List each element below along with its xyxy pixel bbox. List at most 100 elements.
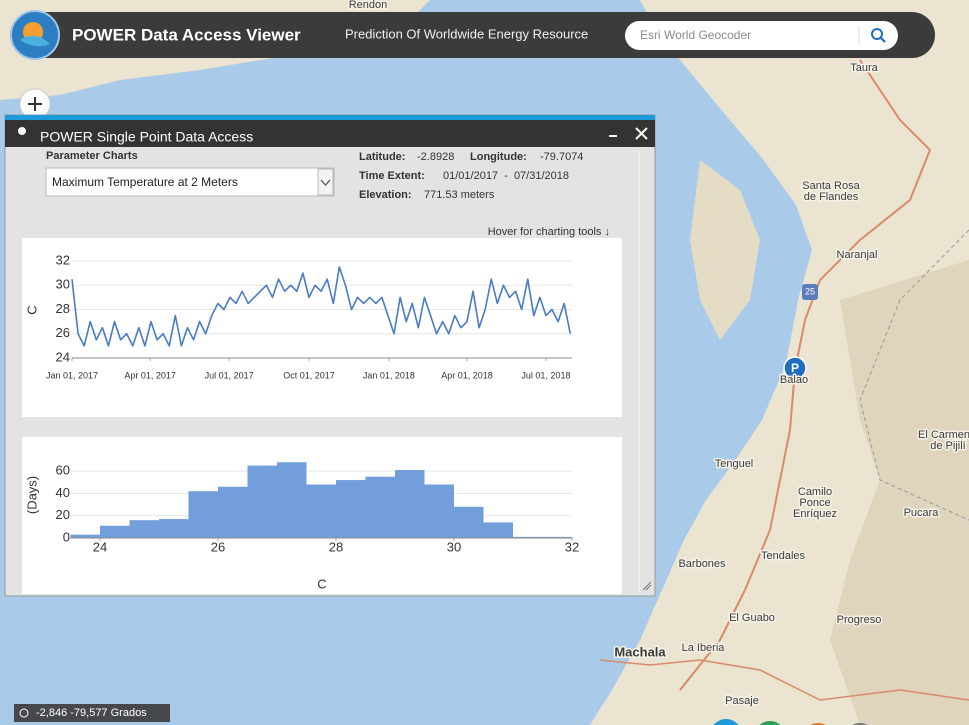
marker-pin [783,356,807,380]
search-button[interactable] [871,28,886,43]
x-tick-label: Jul 01, 2017 [205,370,254,380]
scrollbar-track [639,150,640,594]
y-tick-label: 40 [56,485,70,500]
elevation: 771.53 meters [424,189,495,201]
x-tick-label: 32 [565,539,579,554]
x-tick-label: 24 [93,539,107,554]
data-line [71,266,572,347]
panel-title: POWER Single Point Data Access [40,129,253,145]
close-icon [635,127,648,140]
map-label: Pucara [904,507,940,519]
search-placeholder: Esri World Geocoder [640,28,751,42]
y-tick-label: 26 [56,325,70,340]
x-tick-label: 30 [447,539,461,554]
map-label: Balao [780,374,808,386]
close-button[interactable] [635,127,648,140]
section-label: Parameter Charts [46,150,138,162]
search-icon [879,36,886,43]
line-chart-card [22,238,622,417]
y-tick-label: 0 [63,529,70,544]
marker-label: P [791,361,799,375]
border [859,229,969,521]
histogram-bar [70,534,100,538]
map-label: Santa Rosa [802,180,860,192]
latitude-label: Latitude: [359,151,405,163]
longitude-label: Longitude: [470,151,527,163]
map-button[interactable] [754,721,786,725]
select-arrow [320,179,331,186]
logo-wave [20,35,50,47]
map-label: de Flandes [804,191,859,203]
latitude: -2.8928 [417,151,454,163]
map-label: Naranjal [837,249,878,261]
map-label: Pasaje [725,695,759,707]
y-axis-label: (Days) [24,476,39,514]
header: POWER Data Access Viewer Prediction Of W… [10,10,935,60]
map-label: Taura [850,62,878,74]
resize-handle[interactable] [642,581,652,591]
panel: POWER Single Point Data Access Parameter… [4,114,656,597]
highway-shield [802,284,818,300]
histogram-bar [159,519,189,538]
histogram-bar [365,476,395,538]
search-icon [871,28,883,40]
parameter-select[interactable] [45,167,335,197]
histogram-bar [100,525,130,538]
x-tick-label: Jan 01, 2017 [46,370,98,380]
island [690,160,760,340]
time-extent-label: Time Extent: [359,170,425,182]
map-label: El Carmen [918,429,969,441]
road [679,59,932,691]
map-label: 25 [805,286,815,296]
x-tick-label: 26 [211,539,225,554]
y-tick-label: 28 [56,301,70,316]
map-label: La Iberia [682,642,726,654]
histogram-bar [336,480,366,538]
x-tick-label: 28 [329,539,343,554]
chart-hint: Hover for charting tools ↓ [488,226,610,238]
y-tick-label: 20 [56,507,70,522]
map-marker[interactable]: P [783,356,807,380]
x-tick-label: Apr 01, 2018 [441,370,493,380]
parameter-value: Maximum Temperature at 2 Meters [52,175,238,189]
panel-accent [5,115,655,120]
map-label: Ponce [799,497,830,509]
map-label: Enríquez [793,508,837,520]
select-arrow-box [317,168,334,196]
map-label: Tendales [761,550,806,562]
map-label: Progreso [837,614,882,626]
histogram-bar [129,520,159,538]
y-tick-label: 60 [56,463,70,478]
map-label: de Pijilí [930,440,965,452]
histogram-bar [395,470,425,538]
mountains [830,260,969,725]
charts: 24 26 28 30 32 Jan 01, 2017 Apr 01, 2017 Jul 01… [24,252,579,591]
map-label: Machala [614,644,666,659]
coordinates-icon[interactable] [19,708,29,718]
y-axis-label: C [24,305,39,314]
y-tick-label: 24 [56,349,70,364]
map-button[interactable] [710,719,742,725]
histogram-bar [483,522,513,538]
coordinates-bar: -2,846 -79,577 Grados [14,704,170,722]
elevation-label: Elevation: [359,189,412,201]
histogram-bar [542,536,572,538]
search-box[interactable] [625,21,898,50]
y-tick-label: 30 [56,277,70,292]
road [599,659,969,701]
x-tick-label: Oct 01, 2017 [283,370,335,380]
x-tick-label: Jul 01, 2018 [521,370,570,380]
map-label: Camilo [798,486,832,498]
histogram-bar [277,462,307,538]
panel-pin-icon [18,127,26,135]
map-label: Tenguel [715,458,754,470]
histogram-bar [424,484,454,538]
map-label: Rendon [349,0,388,11]
app-title: POWER Data Access Viewer [72,25,301,44]
coordinates-bg [14,704,170,722]
app-subtitle: Prediction Of Worldwide Energy Resource [345,26,588,41]
histogram-bar [188,491,218,538]
